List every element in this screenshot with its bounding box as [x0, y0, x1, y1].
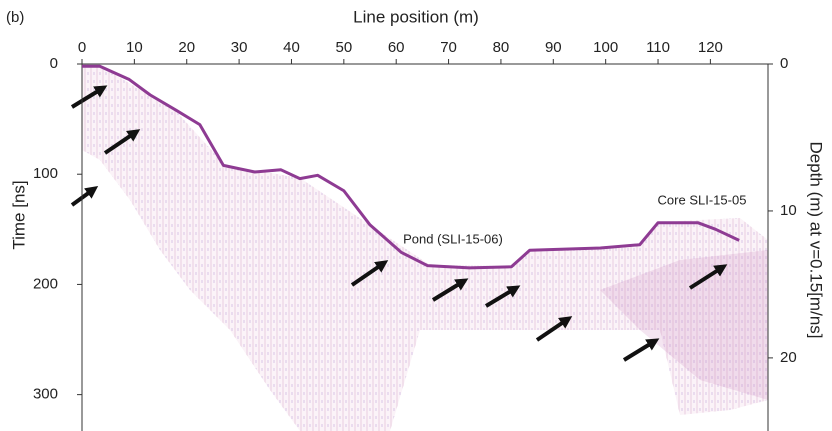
y-axis-title: Time [ns] — [9, 180, 28, 249]
x-tick-label: 120 — [698, 39, 723, 56]
y2-tick-label: 10 — [780, 202, 797, 219]
y-tick-label: 200 — [33, 275, 58, 292]
x-tick-label: 10 — [126, 39, 143, 56]
x-tick-label: 30 — [231, 39, 248, 56]
panel-label: (b) — [6, 9, 24, 26]
x-tick-label: 80 — [493, 39, 510, 56]
x-tick-label: 90 — [545, 39, 562, 56]
y2-tick-label: 20 — [780, 349, 797, 366]
x-tick-label: 100 — [593, 39, 618, 56]
x-tick-label: 110 — [646, 39, 670, 56]
x-axis-title: Line position (m) — [353, 7, 479, 26]
x-tick-label: 50 — [335, 39, 352, 56]
y2-axis-title: Depth (m) at v=0.15[m/ns] — [807, 142, 826, 339]
arrows — [70, 85, 728, 362]
radargram-texture — [600, 250, 768, 400]
annotation: Pond (SLI-15-06) — [403, 231, 503, 246]
x-tick-label: 0 — [78, 39, 86, 56]
surface-reflection — [82, 64, 740, 270]
x-tick-label: 40 — [283, 39, 300, 56]
radargram-background — [82, 64, 768, 431]
x-tick-label: 70 — [440, 39, 457, 56]
y-tick-label: 300 — [33, 386, 58, 403]
y-tick-label: 100 — [33, 165, 58, 182]
x-tick-label: 20 — [178, 39, 195, 56]
annotation: Core SLI-15-05 — [658, 192, 747, 207]
x-tick-label: 60 — [388, 39, 405, 56]
y2-tick-label: 0 — [780, 55, 788, 72]
y-tick-label: 0 — [50, 55, 58, 72]
